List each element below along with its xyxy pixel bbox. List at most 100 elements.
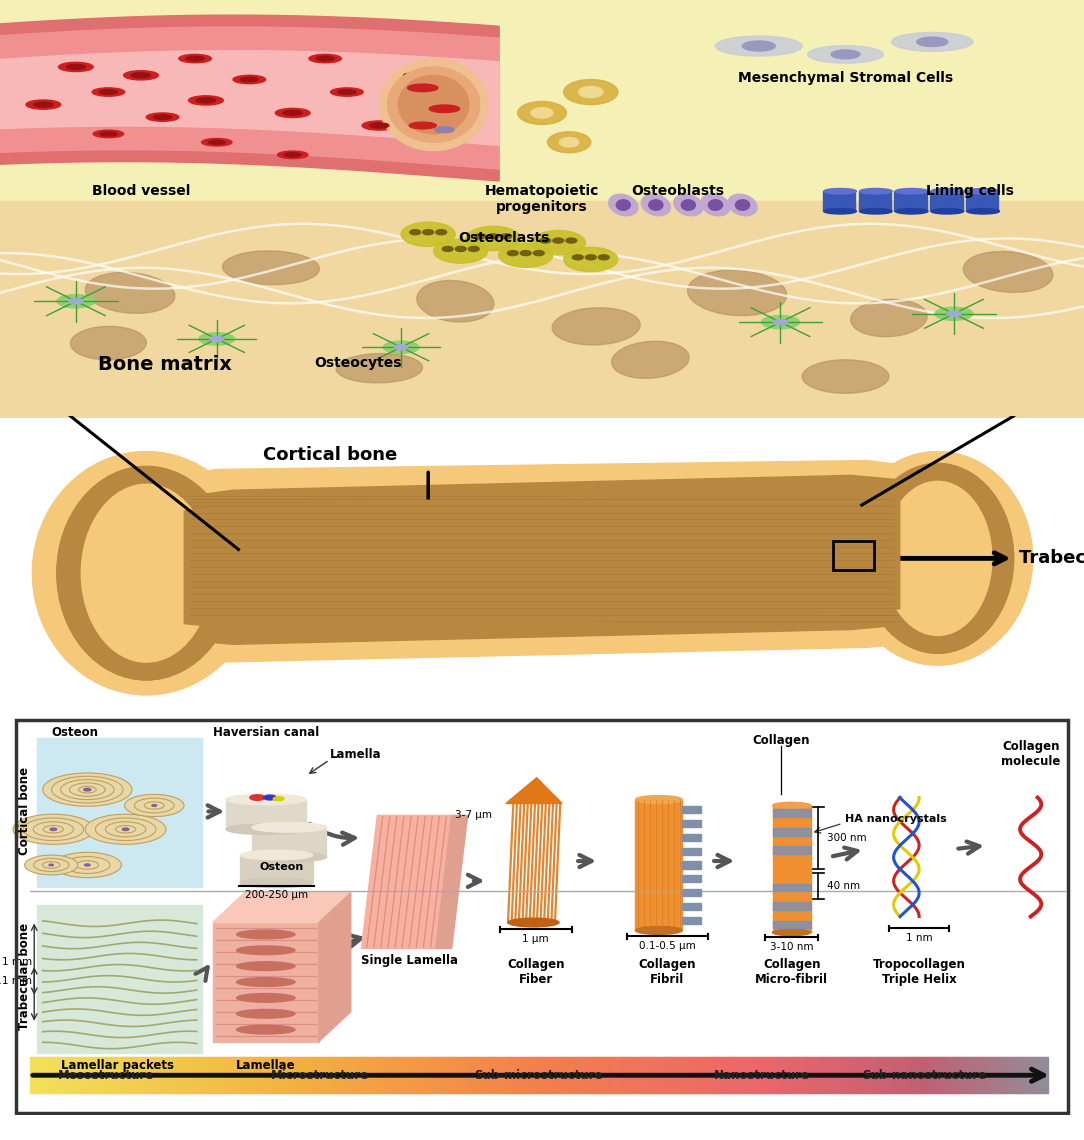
Bar [263, 1058, 268, 1093]
Bar [786, 1058, 790, 1093]
Ellipse shape [843, 451, 1033, 665]
Ellipse shape [648, 200, 662, 210]
Bar [640, 1058, 644, 1093]
Text: Osteoclasts: Osteoclasts [459, 230, 550, 245]
Bar [461, 1058, 465, 1093]
Bar [934, 1058, 939, 1093]
Ellipse shape [501, 234, 512, 239]
Bar [558, 1058, 563, 1093]
Bar [888, 1058, 892, 1093]
Polygon shape [184, 490, 900, 629]
Bar [267, 1058, 272, 1093]
Text: Blood vessel: Blood vessel [92, 184, 190, 198]
Ellipse shape [186, 56, 204, 60]
Bar [332, 1058, 336, 1093]
Bar [121, 1058, 126, 1093]
Bar [965, 1058, 970, 1093]
Bar [627, 1058, 631, 1093]
Bar [738, 1058, 743, 1093]
Bar [745, 1058, 749, 1093]
Ellipse shape [531, 108, 553, 119]
Bar [281, 1058, 285, 1093]
Bar [507, 1058, 513, 1093]
Bar [227, 1058, 231, 1093]
Polygon shape [436, 815, 467, 948]
Ellipse shape [408, 84, 438, 91]
Bar [813, 1058, 817, 1093]
Ellipse shape [553, 238, 564, 243]
Circle shape [65, 856, 109, 873]
Bar [287, 1058, 292, 1093]
Bar [47, 1058, 51, 1093]
Bar [457, 1058, 462, 1093]
Ellipse shape [146, 113, 179, 121]
Bar [966, 192, 998, 211]
Bar [81, 1058, 86, 1093]
Bar [877, 1058, 881, 1093]
Ellipse shape [917, 38, 947, 47]
Bar [864, 1058, 868, 1093]
Bar [859, 192, 891, 211]
Ellipse shape [379, 58, 488, 150]
Circle shape [273, 797, 284, 800]
Ellipse shape [189, 96, 223, 105]
Bar [271, 1058, 275, 1093]
Bar [434, 1058, 438, 1093]
Circle shape [43, 825, 64, 833]
Bar [396, 1058, 400, 1093]
Bar [630, 1058, 634, 1093]
Bar [163, 1058, 167, 1093]
Circle shape [116, 825, 136, 833]
Bar [694, 1058, 698, 1093]
Ellipse shape [466, 227, 520, 251]
Bar [104, 1058, 109, 1093]
Bar [773, 809, 811, 817]
Ellipse shape [100, 132, 117, 136]
Text: Collagen
Micro-fibril: Collagen Micro-fibril [756, 958, 828, 986]
Bar [769, 1058, 773, 1093]
Ellipse shape [429, 105, 460, 113]
Ellipse shape [34, 103, 53, 107]
Bar [779, 1058, 784, 1093]
Bar [392, 1058, 397, 1093]
Ellipse shape [409, 122, 436, 129]
Bar [603, 1058, 607, 1093]
Ellipse shape [967, 209, 999, 214]
Ellipse shape [33, 451, 260, 694]
Bar [149, 1058, 153, 1093]
Ellipse shape [895, 209, 928, 214]
Ellipse shape [883, 481, 992, 635]
Bar [61, 1058, 65, 1093]
Ellipse shape [208, 140, 225, 145]
Bar [85, 1058, 89, 1093]
Ellipse shape [743, 41, 775, 51]
Ellipse shape [57, 294, 95, 308]
Bar [447, 1058, 451, 1093]
Bar [474, 1058, 478, 1093]
Bar [989, 1058, 993, 1093]
Ellipse shape [862, 464, 1014, 653]
Ellipse shape [862, 464, 1014, 653]
Bar [660, 1058, 664, 1093]
Bar [467, 1058, 472, 1093]
Bar [40, 1058, 44, 1093]
Polygon shape [361, 815, 452, 948]
Bar [470, 1058, 475, 1093]
Ellipse shape [395, 344, 408, 350]
Circle shape [249, 795, 264, 800]
Bar [349, 1058, 353, 1093]
Bar [379, 1058, 384, 1093]
Text: Lining cells: Lining cells [926, 184, 1015, 198]
Bar [942, 1058, 946, 1093]
Bar [485, 1058, 489, 1093]
Ellipse shape [33, 451, 260, 694]
Bar [251, 828, 326, 857]
Ellipse shape [370, 123, 389, 128]
Bar [190, 1058, 194, 1093]
Circle shape [13, 814, 93, 845]
Ellipse shape [851, 300, 927, 336]
Bar [773, 884, 811, 891]
Bar [566, 1058, 570, 1093]
Bar [158, 1058, 164, 1093]
Text: HA nanocrystals: HA nanocrystals [844, 814, 946, 824]
